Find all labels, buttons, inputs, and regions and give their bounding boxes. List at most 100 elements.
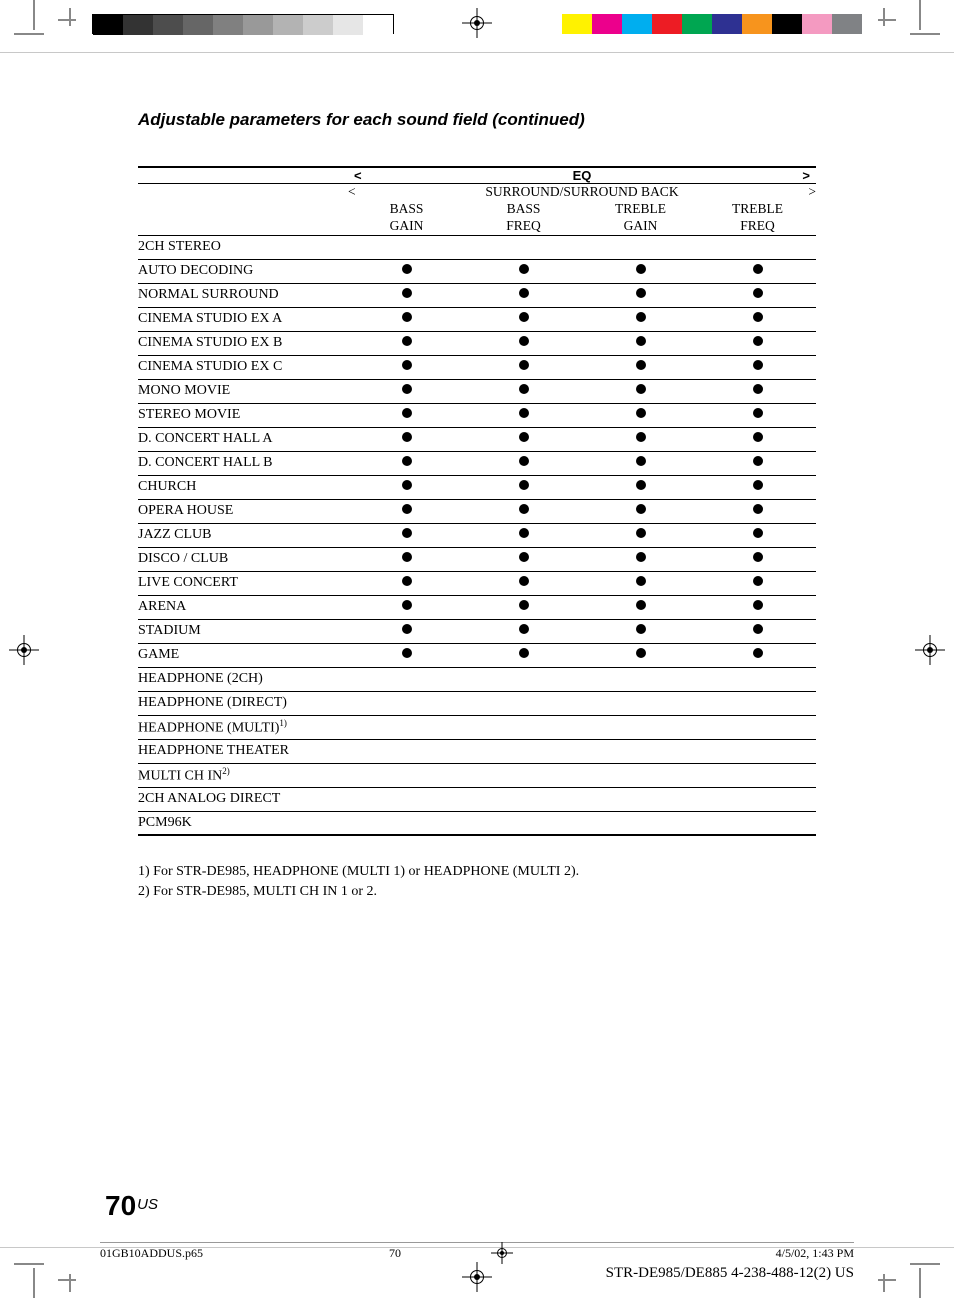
- dot-icon: [519, 600, 529, 610]
- crop-mark-icon: [872, 1268, 896, 1292]
- dot-icon: [519, 336, 529, 346]
- table-header-cols-l1: BASS BASS TREBLE TREBLE: [138, 201, 816, 218]
- parameters-table: < EQ > < SURROUND/SURROUND BACK > BASS B…: [138, 166, 816, 836]
- dot-icon: [753, 336, 763, 346]
- row-name: 2CH ANALOG DIRECT: [138, 787, 348, 811]
- row-cell: [348, 619, 465, 643]
- row-cell: [699, 403, 816, 427]
- dot-icon: [753, 600, 763, 610]
- row-cell: [582, 379, 699, 403]
- row-cell: [699, 451, 816, 475]
- dot-icon: [636, 528, 646, 538]
- table-row: GAME: [138, 643, 816, 667]
- dot-icon: [402, 432, 412, 442]
- row-cell: [699, 547, 816, 571]
- row-cell: [582, 259, 699, 283]
- dot-icon: [519, 624, 529, 634]
- dot-icon: [753, 480, 763, 490]
- row-name: PCM96K: [138, 811, 348, 835]
- row-cell: [465, 811, 582, 835]
- dot-icon: [753, 456, 763, 466]
- table-header-top: < EQ >: [138, 167, 816, 184]
- dot-icon: [636, 360, 646, 370]
- page-title: Adjustable parameters for each sound fie…: [138, 110, 816, 130]
- row-cell: [699, 307, 816, 331]
- row-cell: [348, 571, 465, 595]
- table-row: CHURCH: [138, 475, 816, 499]
- row-name: JAZZ CLUB: [138, 523, 348, 547]
- dot-icon: [753, 312, 763, 322]
- swatch: [123, 15, 153, 35]
- row-cell: [582, 283, 699, 307]
- dot-icon: [519, 576, 529, 586]
- row-name: D. CONCERT HALL B: [138, 451, 348, 475]
- row-cell: [699, 691, 816, 715]
- row-name: NORMAL SURROUND: [138, 283, 348, 307]
- row-cell: [582, 475, 699, 499]
- row-cell: [699, 595, 816, 619]
- dot-icon: [519, 504, 529, 514]
- crop-mark-icon: [0, 0, 44, 44]
- row-cell: [582, 643, 699, 667]
- row-name: CINEMA STUDIO EX B: [138, 331, 348, 355]
- dot-icon: [753, 528, 763, 538]
- row-name: DISCO / CLUB: [138, 547, 348, 571]
- row-name: STEREO MOVIE: [138, 403, 348, 427]
- dot-icon: [636, 648, 646, 658]
- crop-mark-icon: [58, 8, 82, 32]
- dot-icon: [753, 624, 763, 634]
- row-cell: [699, 811, 816, 835]
- row-cell: [348, 523, 465, 547]
- row-cell: [699, 643, 816, 667]
- swatch: [183, 15, 213, 35]
- dot-icon: [402, 600, 412, 610]
- row-cell: [348, 547, 465, 571]
- top-registration-bar: [0, 0, 954, 46]
- dot-icon: [519, 528, 529, 538]
- row-superscript: 1): [279, 718, 287, 728]
- row-cell: [348, 739, 465, 763]
- row-name: CHURCH: [138, 475, 348, 499]
- row-cell: [699, 715, 816, 739]
- table-row: HEADPHONE THEATER: [138, 739, 816, 763]
- swatch: [832, 14, 862, 34]
- row-cell: [348, 331, 465, 355]
- dot-icon: [402, 648, 412, 658]
- table-row: STADIUM: [138, 619, 816, 643]
- dot-icon: [753, 360, 763, 370]
- swatch: [303, 15, 333, 35]
- dot-icon: [402, 288, 412, 298]
- row-cell: [699, 763, 816, 787]
- row-cell: [465, 331, 582, 355]
- row-cell: [348, 259, 465, 283]
- row-cell: [699, 283, 816, 307]
- row-cell: [348, 475, 465, 499]
- table-header-cols-l2: GAIN FREQ GAIN FREQ: [138, 218, 816, 235]
- swatch: [622, 14, 652, 34]
- row-cell: [465, 571, 582, 595]
- row-cell: [582, 763, 699, 787]
- row-cell: [465, 715, 582, 739]
- col-header: FREQ: [699, 218, 816, 235]
- row-name: HEADPHONE (2CH): [138, 667, 348, 691]
- row-cell: [699, 427, 816, 451]
- col-header: BASS: [348, 201, 465, 218]
- swatch: [652, 14, 682, 34]
- swatch: [243, 15, 273, 35]
- header-eq-title: EQ: [465, 167, 699, 184]
- registration-mark-icon: [462, 1262, 492, 1292]
- row-cell: [465, 523, 582, 547]
- table-row: CINEMA STUDIO EX C: [138, 355, 816, 379]
- swatch: [772, 14, 802, 34]
- row-cell: [465, 307, 582, 331]
- dot-icon: [753, 264, 763, 274]
- row-cell: [699, 739, 816, 763]
- row-cell: [699, 667, 816, 691]
- table-row: PCM96K: [138, 811, 816, 835]
- header-sub-center: SURROUND/SURROUND BACK: [465, 184, 699, 201]
- row-name: AUTO DECODING: [138, 259, 348, 283]
- dot-icon: [402, 336, 412, 346]
- table-row: JAZZ CLUB: [138, 523, 816, 547]
- dot-icon: [402, 408, 412, 418]
- row-name: HEADPHONE (MULTI)1): [138, 715, 348, 739]
